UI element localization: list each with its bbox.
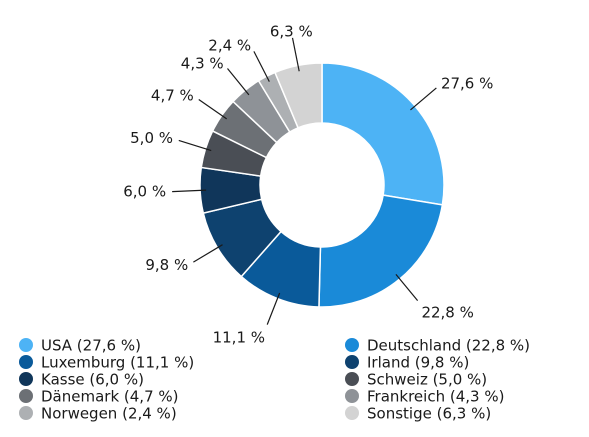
legend-swatch [345,355,359,369]
value-label: 2,4 % [208,37,251,55]
legend-label: Sonstige (6,3 %) [367,405,491,423]
legend-label: Frankreich (4,3 %) [367,388,504,406]
legend-swatch [19,389,33,403]
value-label: 6,0 % [123,182,166,200]
value-label: 22,8 % [421,304,473,322]
legend-label: Deutschland (22,8 %) [367,337,530,355]
leader-line [178,139,212,152]
legend-label: Luxemburg (11,1 %) [41,354,194,372]
value-label: 4,7 % [151,87,194,105]
legend-label: Irland (9,8 %) [367,354,469,372]
legend-swatch [345,372,359,386]
legend-swatch [345,338,359,352]
leader-line [198,99,228,120]
value-label: 27,6 % [441,75,493,93]
leader-line [410,87,437,111]
value-label: 4,3 % [181,54,224,72]
legend-swatch [345,389,359,403]
legend-label: Dänemark (4,7 %) [41,388,178,406]
legend-swatch [19,406,33,420]
leader-line [193,244,223,263]
legend-label: Norwegen (2,4 %) [41,405,177,423]
leader-line [253,51,270,82]
leader-line [395,273,419,301]
legend-swatch [19,372,33,386]
legend-swatch [345,406,359,420]
legend-label: Schweiz (5,0 %) [367,371,487,389]
leader-line [227,68,250,96]
legend-swatch [19,338,33,352]
value-label: 11,1 % [213,329,265,347]
leader-line [172,189,207,193]
donut-slice [321,62,445,206]
value-label: 9,8 % [145,256,188,274]
value-label: 6,3 % [270,23,313,41]
legend-label: Kasse (6,0 %) [41,371,144,389]
value-label: 5,0 % [130,129,173,147]
legend-label: USA (27,6 %) [41,337,141,355]
legend-swatch [19,355,33,369]
donut-slice [273,62,323,129]
leader-line [266,292,281,325]
leader-line [291,37,300,72]
donut-slice [318,194,444,308]
